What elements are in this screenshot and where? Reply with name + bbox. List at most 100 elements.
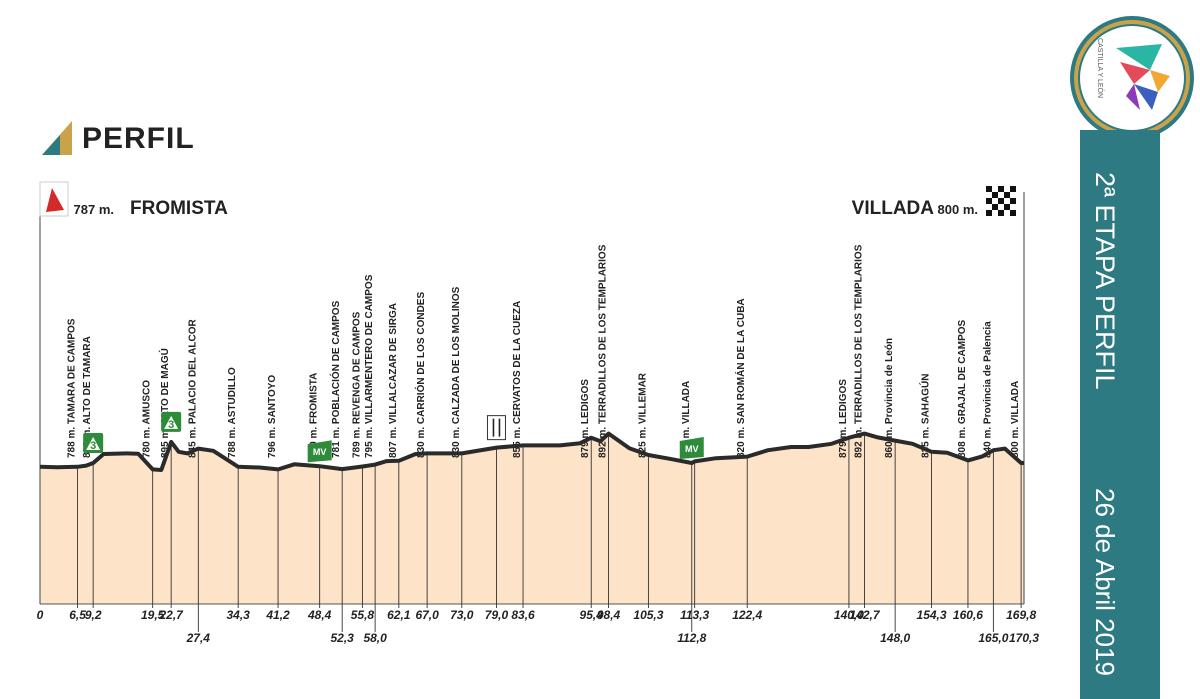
point-label: 892 m. TERRADILLOS DE LOS TEMPLARIOS — [854, 244, 865, 458]
km-label: 19,5 — [141, 608, 165, 622]
km-label: 83,6 — [511, 608, 535, 622]
start-altitude: 787 m. — [74, 202, 114, 217]
page-title: PERFIL — [82, 122, 195, 155]
checker-square — [1010, 210, 1016, 216]
checker-square — [986, 198, 992, 204]
point-label: 835 m. SAHAGÚN — [919, 374, 932, 458]
km-label: 98,4 — [597, 608, 621, 622]
point-label: 890 m. ALTO DE TAMARA — [82, 336, 93, 458]
logo-triangle — [42, 121, 72, 155]
logo-triangle-inner — [42, 135, 60, 155]
climb-category: 3 — [90, 440, 96, 452]
perfil-logo-icon — [42, 121, 72, 155]
km-label: 148,0 — [880, 631, 910, 645]
climb-mountain — [164, 415, 179, 429]
checker-square — [1010, 204, 1016, 210]
km-label: 55,8 — [351, 608, 375, 622]
km-label: 160,6 — [953, 608, 983, 622]
checker-square — [992, 204, 998, 210]
stage-title: 2ª ETAPA PERFIL — [1090, 172, 1120, 390]
km-label: 165,0 — [978, 631, 1008, 645]
point-label: 840 m. Provincia de Palencia — [982, 321, 993, 458]
point-label: 855 m. CERVATOS DE LA CUEZA — [512, 301, 523, 458]
km-label: 52,3 — [331, 631, 355, 645]
km-label: 58,0 — [363, 631, 387, 645]
point-label: 800 m. VILLADA — [681, 381, 692, 458]
logo-shard-gold — [1150, 70, 1170, 92]
km-label: 48,4 — [307, 608, 332, 622]
red-flag-icon: 787 m. FROMISTA — [39, 181, 228, 219]
km-label: 41,2 — [265, 608, 290, 622]
checker-square — [986, 186, 992, 192]
stage-ribbon — [1080, 130, 1160, 699]
checker-square — [986, 210, 992, 216]
km-label: 169,8 — [1006, 608, 1036, 622]
logo-shard-purple — [1126, 84, 1140, 110]
point-label: 807 m. VILLALCAZAR DE SIRGA — [388, 303, 399, 458]
km-label: 142,7 — [850, 608, 881, 622]
mv-sprint-icon: MV — [679, 437, 704, 459]
logo-text: CASTILLA Y LEÓN — [1096, 38, 1105, 98]
km-label: 22,7 — [158, 608, 184, 622]
feed-box — [486, 415, 506, 441]
km-label: 34,3 — [227, 608, 251, 622]
sprint-label: MV — [313, 447, 327, 457]
checker-square — [1004, 198, 1010, 204]
checker-square — [1004, 186, 1010, 192]
km-label: 154,3 — [917, 608, 947, 622]
finish-altitude: 800 m. — [938, 202, 978, 217]
checker-square — [998, 210, 1004, 216]
checker-square — [992, 210, 998, 216]
checker-square — [992, 198, 998, 204]
checker-square — [1004, 204, 1010, 210]
point-label: 895 m. ALTO DE MAGÚ — [158, 348, 171, 458]
km-label: 6,5 — [69, 608, 86, 622]
mv-sprint-icon: MV — [307, 440, 332, 463]
km-label: 62,1 — [387, 608, 411, 622]
start-name: FROMISTA — [130, 198, 228, 219]
sprint-label: MV — [685, 444, 699, 454]
point-label: 788 m. ASTUDILLO — [227, 367, 238, 458]
point-label: 820 m. SAN ROMÁN DE LA CUBA — [734, 298, 747, 458]
checker-square — [992, 192, 998, 198]
checker-square — [1010, 198, 1016, 204]
cat-3-climb-icon: 3 — [161, 411, 182, 432]
stage-date: 26 de Abril 2019 — [1090, 488, 1120, 676]
finish-name: VILLADA — [852, 198, 935, 219]
profile-line — [39, 431, 1024, 472]
km-label: 140,0 — [834, 608, 864, 622]
feed-zone-icon — [486, 415, 506, 441]
checker-square — [992, 186, 998, 192]
point-label: 780 m. AMUSCO — [142, 380, 153, 458]
km-label: 113,3 — [680, 608, 709, 622]
km-label: 170,3 — [1009, 631, 1039, 645]
point-label: 781 m. POBLACIÓN DE CAMPOS — [329, 300, 342, 458]
point-label: 795 m. VILLARMENTERO DE CAMPOS — [364, 274, 375, 458]
logo-shard-teal — [1116, 44, 1162, 70]
castilla-leon-logo-icon: CASTILLA Y LEÓN — [1070, 16, 1194, 140]
climb-category: 3 — [168, 419, 174, 431]
checker-square — [1010, 186, 1016, 192]
point-label: 796 m. SANTOYO — [267, 375, 278, 458]
climb-mountain — [86, 437, 101, 450]
km-label: 9,2 — [85, 608, 102, 622]
point-label: 789 m. REVENGA DE CAMPOS — [351, 311, 362, 458]
point-label: 879 m. LEDIGOS — [580, 379, 591, 458]
logo-shard-blue — [1134, 84, 1158, 110]
point-label: 860 m. Provincia de León — [884, 338, 895, 458]
start-flag-shape — [46, 188, 64, 212]
point-label: 790 m. FROMISTA — [309, 373, 320, 458]
km-label: 67,0 — [415, 608, 439, 622]
checker-square — [986, 204, 992, 210]
km-label: 95,4 — [580, 608, 604, 622]
km-label: 27,4 — [186, 631, 211, 645]
point-label: 808 m. GRAJAL DE CAMPOS — [957, 319, 968, 458]
checker-square — [998, 192, 1004, 198]
checker-square — [1010, 192, 1016, 198]
checker-square — [998, 204, 1004, 210]
checker-square — [998, 198, 1004, 204]
checker-square — [1004, 192, 1010, 198]
point-labels: 0 6,5 788 m. TAMARA DE CAMPOS 9,2 890 m. ALT… — [37, 244, 1040, 645]
